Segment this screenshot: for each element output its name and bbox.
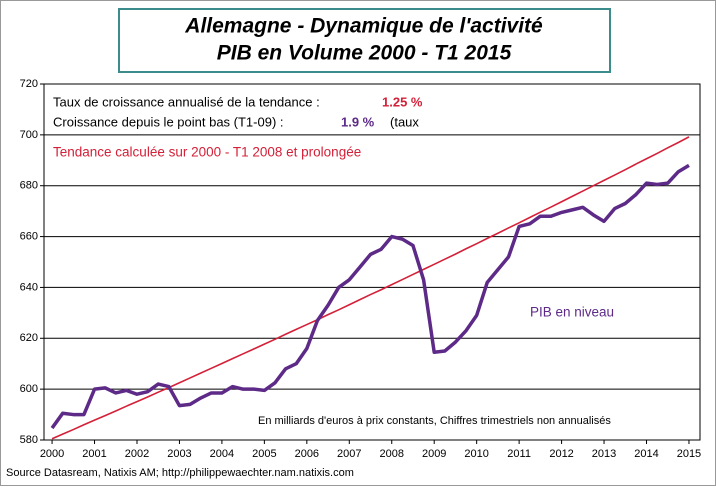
x-tick-label: 2013 [592, 448, 616, 460]
x-tick-label: 2002 [125, 448, 149, 460]
series-line [51, 136, 690, 440]
annotation: Taux de croissance annualisé de la tenda… [53, 94, 320, 109]
y-tick-label: 580 [20, 434, 38, 446]
units-note: En milliards d'euros à prix constants, C… [258, 415, 611, 427]
chart-subtitle: PIB en Volume 2000 - T1 2015 [217, 42, 512, 65]
source: Source Datasream, Natixis AM; http://phi… [6, 467, 354, 479]
annotation: Croissance depuis le point bas (T1-09) : [53, 114, 284, 129]
y-tick-label: 720 [20, 78, 38, 90]
chart-title: Allemagne - Dynamique de l'activité [184, 15, 543, 38]
series-line [50, 163, 690, 430]
x-tick-label: 2001 [82, 448, 106, 460]
y-tick-label: 660 [20, 230, 38, 242]
y-tick-label: 680 [20, 180, 38, 192]
annotation: (taux [390, 114, 419, 129]
x-tick-label: 2009 [422, 448, 446, 460]
y-tick-label: 700 [20, 129, 38, 141]
x-tick-label: 2006 [295, 448, 319, 460]
x-tick-label: 2012 [549, 448, 573, 460]
x-tick-label: 2008 [380, 448, 404, 460]
x-tick-label: 2003 [167, 448, 191, 460]
x-tick-label: 2015 [677, 448, 701, 460]
x-tick-label: 2004 [210, 448, 234, 460]
title-box [118, 8, 611, 73]
x-tick-label: 2011 [507, 448, 531, 460]
x-tick-label: 2007 [337, 448, 361, 460]
y-tick-label: 620 [20, 332, 38, 344]
y-tick-label: 640 [20, 281, 38, 293]
trend-label: Tendance calculée sur 2000 - T1 2008 et … [53, 145, 361, 160]
y-tick-label: 600 [20, 383, 38, 395]
annotation-value: 1.9 % [341, 114, 375, 129]
series-label: PIB en niveau [530, 305, 614, 320]
x-tick-label: 2000 [40, 448, 64, 460]
x-tick-label: 2010 [464, 448, 488, 460]
x-tick-label: 2014 [634, 448, 658, 460]
plot-area [43, 83, 701, 441]
x-tick-label: 2005 [252, 448, 276, 460]
annotation-value: 1.25 % [382, 94, 423, 109]
